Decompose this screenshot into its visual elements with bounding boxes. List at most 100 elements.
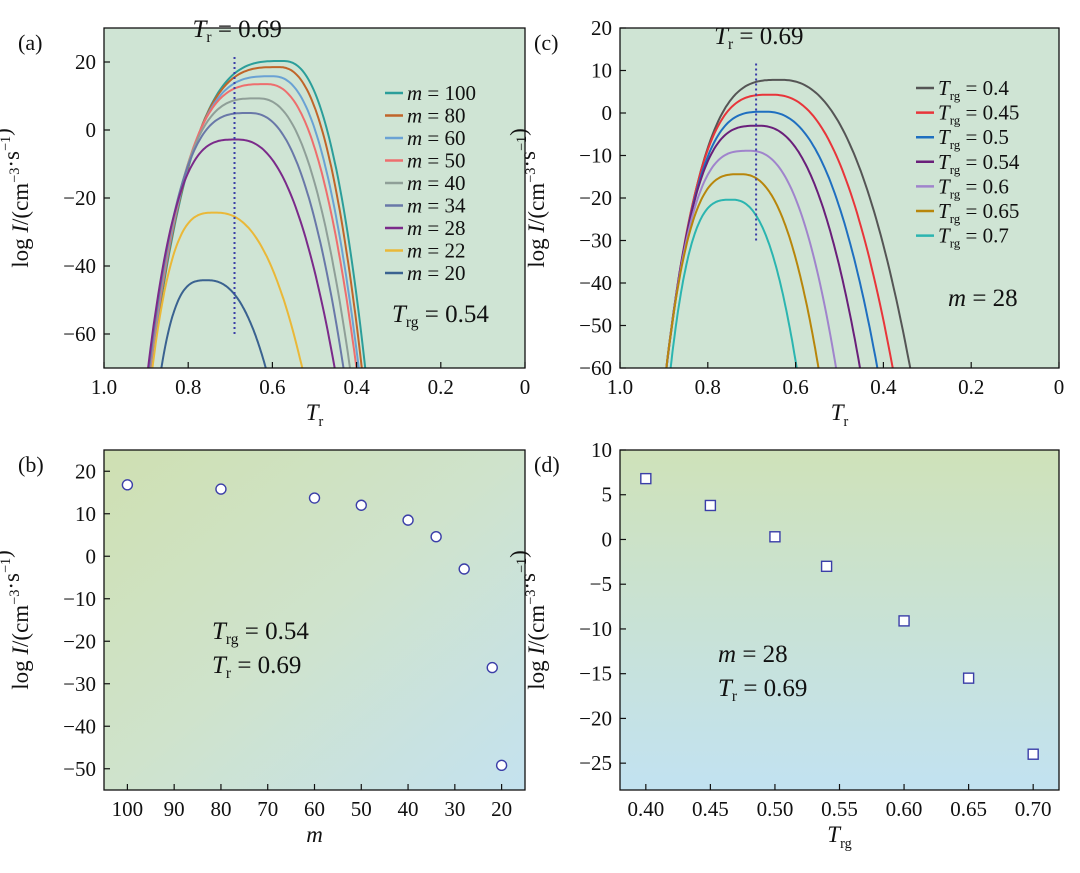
y-axis-label: log I/(cm−3·s−1) bbox=[506, 550, 549, 690]
x-tick-label: 1.0 bbox=[91, 375, 117, 399]
data-point-4 bbox=[402, 514, 414, 526]
y-tick-label: −25 bbox=[579, 751, 612, 775]
data-point-6 bbox=[1027, 748, 1039, 760]
legend-entry-0.45: Trg = 0.45 bbox=[938, 101, 1019, 128]
series-line-0.7 bbox=[669, 198, 798, 368]
x-axis-label: Trg bbox=[827, 822, 851, 852]
annotation-0: m = 28 bbox=[718, 641, 788, 668]
y-tick-label: −40 bbox=[63, 714, 96, 738]
x-tick-label: 0.6 bbox=[782, 375, 808, 399]
series-line-34 bbox=[147, 112, 345, 368]
constant-label: m = 28 bbox=[948, 285, 1018, 312]
y-tick-label: −30 bbox=[579, 229, 612, 253]
legend-entry-22: m = 22 bbox=[407, 239, 466, 263]
x-tick-label: 0.55 bbox=[821, 797, 858, 821]
data-point-1 bbox=[215, 483, 227, 495]
x-tick-label: 0.8 bbox=[695, 375, 721, 399]
y-tick-label: −40 bbox=[63, 254, 96, 278]
plot-background bbox=[104, 450, 525, 790]
y-tick-label: −20 bbox=[579, 186, 612, 210]
legend-entry-100: m = 100 bbox=[407, 81, 476, 105]
legend-entry-60: m = 60 bbox=[407, 126, 466, 150]
legend-entry-80: m = 80 bbox=[407, 104, 466, 128]
x-tick-label: 0.60 bbox=[886, 797, 923, 821]
x-tick-label: 0.4 bbox=[343, 375, 370, 399]
x-axis-label: Tr bbox=[831, 400, 849, 430]
data-point-2 bbox=[308, 492, 321, 504]
x-tick-label: 0.2 bbox=[428, 375, 454, 399]
y-tick-label: 0 bbox=[602, 527, 613, 551]
panel-label: (c) bbox=[534, 30, 558, 55]
series-line-22 bbox=[151, 211, 304, 368]
y-tick-label: −30 bbox=[63, 672, 96, 696]
x-tick-label: 70 bbox=[257, 797, 278, 821]
series-group bbox=[665, 78, 912, 368]
y-tick-label: −15 bbox=[579, 662, 612, 686]
x-axis-label: Tr bbox=[306, 400, 324, 430]
panel-label: (a) bbox=[18, 30, 42, 55]
y-tick-label: −10 bbox=[579, 617, 612, 641]
x-tick-label: 0.70 bbox=[1015, 797, 1052, 821]
series-line-0.45 bbox=[665, 93, 894, 368]
legend-entry-0.54: Trg = 0.54 bbox=[938, 150, 1020, 177]
annotation-1: Tr = 0.69 bbox=[212, 652, 301, 682]
y-tick-label: −50 bbox=[63, 757, 96, 781]
y-tick-label: 10 bbox=[591, 438, 612, 462]
data-point-2 bbox=[769, 531, 781, 543]
panel-label: (d) bbox=[534, 452, 560, 477]
series-line-28 bbox=[147, 138, 336, 368]
y-tick-label: 10 bbox=[591, 59, 612, 83]
x-tick-label: 0.8 bbox=[175, 375, 201, 399]
y-tick-label: 20 bbox=[75, 459, 96, 483]
y-tick-label: −60 bbox=[579, 356, 612, 380]
y-tick-label: −20 bbox=[63, 629, 96, 653]
x-axis-label: m bbox=[306, 822, 323, 847]
x-tick-label: 40 bbox=[398, 797, 419, 821]
data-point-6 bbox=[458, 563, 470, 575]
legend-entry-20: m = 20 bbox=[407, 261, 466, 285]
x-tick-label: 0.2 bbox=[958, 375, 984, 399]
data-point-3 bbox=[355, 499, 367, 511]
series-group bbox=[147, 60, 367, 368]
data-point-4 bbox=[898, 615, 910, 627]
data-point-0 bbox=[640, 472, 652, 485]
series-line-0.54 bbox=[665, 124, 861, 368]
y-tick-label: −5 bbox=[590, 572, 612, 596]
data-point-3 bbox=[820, 560, 833, 573]
x-tick-label: 0.40 bbox=[627, 797, 664, 821]
x-tick-label: 0.65 bbox=[950, 797, 987, 821]
data-point-1 bbox=[704, 499, 717, 512]
y-tick-label: −10 bbox=[63, 587, 96, 611]
x-tick-label: 20 bbox=[491, 797, 512, 821]
x-tick-label: 50 bbox=[351, 797, 372, 821]
panel-label: (b) bbox=[18, 452, 44, 477]
chart-panel-d: m = 28 Tr = 0.69 0.40 0.45 0.50 0.55 0.60 0.65 0… bbox=[506, 438, 1060, 852]
x-tick-label: 60 bbox=[304, 797, 325, 821]
constant-label: Trg = 0.54 bbox=[392, 301, 489, 331]
y-tick-label: −10 bbox=[579, 144, 612, 168]
data-point-5 bbox=[962, 672, 975, 684]
x-tick-label: 100 bbox=[112, 797, 144, 821]
data-point-7 bbox=[486, 661, 498, 674]
y-tick-label: 20 bbox=[591, 16, 612, 40]
x-tick-label: 0 bbox=[1054, 375, 1065, 399]
legend-entry-40: m = 40 bbox=[407, 171, 466, 195]
legend-entry-0.5: Trg = 0.5 bbox=[938, 125, 1009, 152]
y-tick-label: 10 bbox=[75, 502, 96, 526]
y-tick-label: −20 bbox=[579, 706, 612, 730]
legend-entry-0.7: Trg = 0.7 bbox=[938, 224, 1009, 251]
x-tick-label: 0.6 bbox=[259, 375, 285, 399]
y-tick-label: 0 bbox=[602, 101, 613, 125]
x-tick-label: 90 bbox=[164, 797, 185, 821]
x-tick-label: 80 bbox=[210, 797, 231, 821]
y-tick-label: −60 bbox=[63, 322, 96, 346]
data-point-0 bbox=[121, 479, 134, 491]
y-axis-label: log I/(cm−3·s−1) bbox=[506, 128, 549, 268]
x-tick-label: 0 bbox=[520, 375, 531, 399]
annotation-1: Tr = 0.69 bbox=[718, 675, 807, 705]
plot-background bbox=[620, 450, 1059, 790]
y-tick-label: −40 bbox=[579, 271, 612, 295]
